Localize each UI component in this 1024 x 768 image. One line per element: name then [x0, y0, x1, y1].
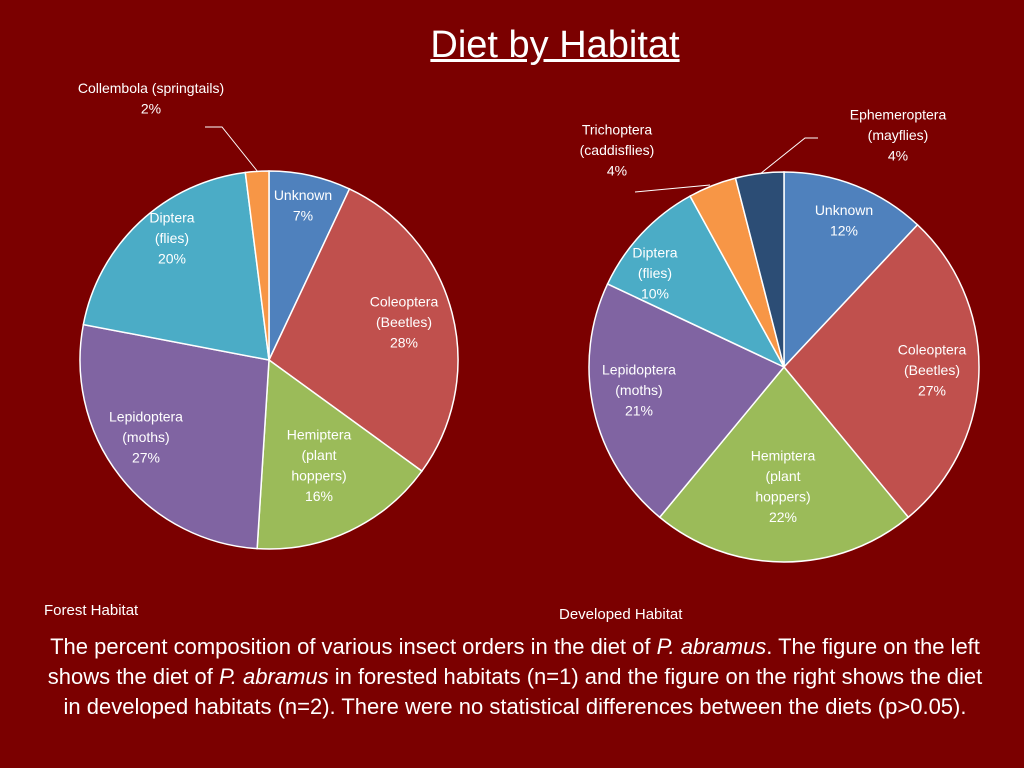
slice-label: Trichoptera (caddisflies) 4% [580, 122, 655, 179]
slice-name: Collembola (springtails) [78, 80, 224, 96]
slice-percent: 12% [830, 222, 858, 238]
forest-pie-chart: Unknown 7% Coleoptera (Beetles) 28% Hemiptera… [78, 80, 459, 550]
slice-name: Ephemeroptera [850, 107, 947, 123]
pie-slice [268, 187, 459, 473]
forest-habitat-caption: Forest Habitat [44, 602, 139, 619]
slice-name: (moths) [122, 429, 169, 445]
slice-name: (mayflies) [868, 127, 929, 143]
slice-name: hoppers) [291, 467, 346, 483]
slice-label: Hemiptera (plant hoppers) 22% [751, 447, 816, 525]
leader-line [634, 184, 711, 193]
slice-label: Hemiptera (plant hoppers) 16% [287, 426, 352, 504]
slice-percent: 7% [293, 207, 313, 223]
pie-slice [256, 358, 423, 550]
slice-name: (caddisflies) [580, 142, 655, 158]
pie-slice [783, 171, 919, 369]
slice-label: Collembola (springtails) 2% [78, 80, 224, 117]
slice-percent: 28% [390, 335, 418, 351]
slice-label: Coleoptera (Beetles) 28% [370, 294, 439, 351]
pie-slice [783, 223, 980, 519]
developed-pie-chart: Unknown 12% Coleoptera (Beetles) 27% Hemipter… [580, 107, 980, 563]
slice-percent: 16% [305, 488, 333, 504]
description-part-3: in forested habitats (n=1) and the figur… [63, 664, 983, 719]
leader-line [759, 137, 818, 175]
species-name: P. abramus [656, 634, 767, 659]
slice-name: (Beetles) [904, 362, 960, 378]
slice-name: (plant [301, 447, 336, 463]
slice-name: Coleoptera [370, 294, 439, 310]
pie-slice [658, 365, 910, 563]
slice-percent: 4% [888, 148, 908, 164]
slice-name: Coleoptera [898, 342, 967, 358]
slice-percent: 20% [158, 251, 186, 267]
slice-label: Lepidoptera (moths) 27% [109, 409, 183, 466]
slice-name: Unknown [274, 187, 332, 203]
slice-label: Unknown 12% [815, 202, 873, 239]
slice-name: (flies) [638, 265, 672, 281]
pie-slice [606, 195, 786, 369]
slice-percent: 22% [769, 509, 797, 525]
pie-slice [734, 171, 785, 368]
slice-name: Hemiptera [751, 447, 816, 463]
slice-percent: 27% [132, 450, 160, 466]
slice-percent: 21% [625, 403, 653, 419]
description-part-1: The percent composition of various insec… [50, 634, 657, 659]
slice-name: Unknown [815, 202, 873, 218]
developed-habitat-caption: Developed Habitat [559, 606, 683, 623]
pie-slice [588, 282, 786, 519]
slice-name: Diptera [632, 245, 677, 261]
slice-name: (moths) [615, 382, 662, 398]
slice-name: (plant [765, 468, 800, 484]
slice-percent: 10% [641, 286, 669, 302]
slice-name: Lepidoptera [602, 362, 676, 378]
slice-label: Unknown 7% [274, 187, 332, 224]
figure-description: The percent composition of various insec… [40, 632, 990, 722]
slice-name: hoppers) [755, 488, 810, 504]
slice-label: Ephemeroptera (mayflies) 4% [850, 107, 947, 164]
slide-title: Diet by Habitat [430, 24, 680, 66]
slice-percent: 4% [607, 163, 627, 179]
slice-label: Diptera (flies) 20% [149, 210, 194, 267]
slice-label: Coleoptera (Beetles) 27% [898, 342, 967, 399]
slice-name: (Beetles) [376, 314, 432, 330]
slice-name: (flies) [155, 230, 189, 246]
slice-label: Lepidoptera (moths) 21% [602, 362, 676, 419]
leader-line [205, 126, 259, 173]
slice-label: Diptera (flies) 10% [632, 245, 677, 302]
pie-slice [82, 171, 270, 361]
species-name: P. abramus [218, 664, 329, 689]
slice-percent: 27% [918, 383, 946, 399]
description-part-2: . The figure on the left shows the diet … [47, 634, 980, 689]
slice-name: Lepidoptera [109, 409, 183, 425]
pie-slice [79, 323, 270, 550]
slice-name: Hemiptera [287, 426, 352, 442]
slice-name: Diptera [149, 210, 194, 226]
slice-name: Trichoptera [582, 122, 653, 138]
slice-percent: 2% [141, 100, 161, 116]
